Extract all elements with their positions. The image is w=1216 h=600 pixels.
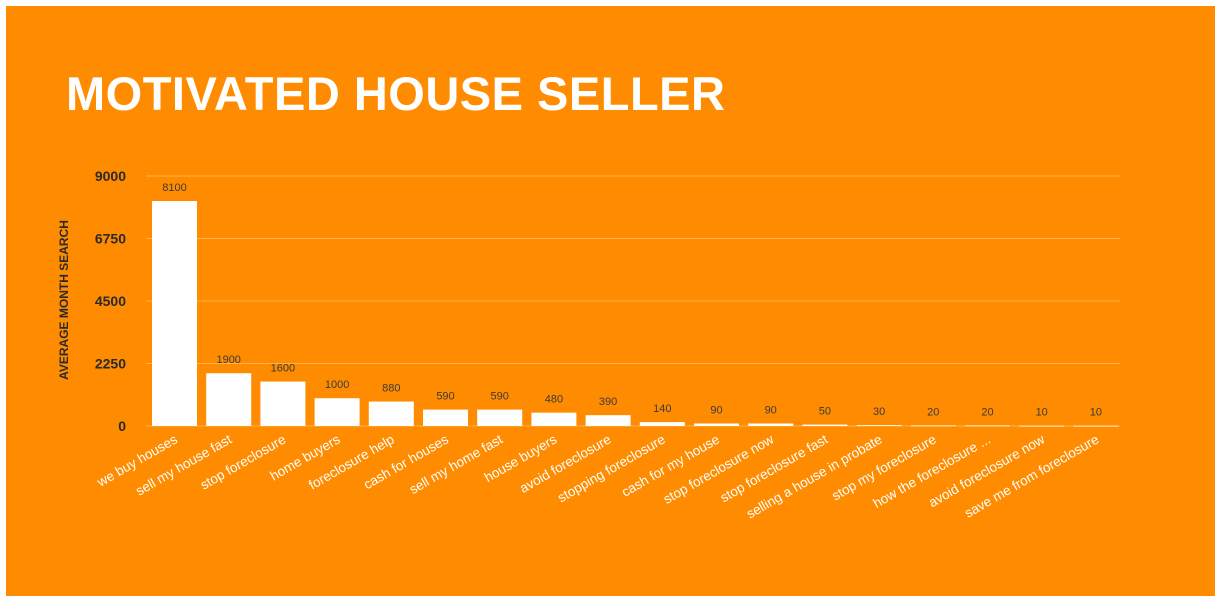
- data-label: 880: [382, 383, 400, 395]
- bar: [748, 423, 794, 426]
- data-label: 1600: [271, 363, 295, 375]
- data-label: 390: [599, 396, 617, 408]
- bar: [910, 425, 956, 427]
- data-label: 8100: [162, 182, 186, 194]
- bar: [368, 401, 414, 426]
- y-tick-label: 6750: [95, 231, 126, 247]
- bar: [260, 381, 306, 426]
- bar: [694, 423, 739, 426]
- y-axis-ticks: 0 2250 4500 6750 9000: [95, 168, 126, 434]
- bar: [856, 425, 902, 426]
- bar: [152, 201, 197, 426]
- bar: [639, 422, 685, 426]
- data-label: 20: [981, 406, 993, 418]
- x-tick-label: sell my house fast: [133, 431, 234, 498]
- y-tick-label: 2250: [95, 356, 126, 372]
- bar: [477, 409, 523, 426]
- data-label: 90: [710, 405, 722, 417]
- bar: [965, 425, 1010, 427]
- bar: [802, 424, 848, 426]
- data-label: 480: [545, 394, 563, 406]
- data-label: 20: [927, 406, 939, 418]
- bar: [1019, 425, 1065, 427]
- bar: [206, 373, 252, 426]
- data-label: 140: [653, 403, 671, 415]
- y-axis-label: AVERAGE MONTH SEARCH: [57, 220, 71, 380]
- y-tick-label: 0: [118, 418, 126, 434]
- data-label: 10: [1036, 407, 1048, 419]
- bar: [1073, 425, 1119, 427]
- gridlines: [146, 175, 1120, 427]
- bars: [152, 201, 1119, 427]
- y-tick-label: 9000: [95, 168, 126, 184]
- data-label: 590: [436, 391, 454, 403]
- bar: [423, 409, 468, 426]
- data-label: 90: [765, 405, 777, 417]
- data-label: 590: [491, 391, 509, 403]
- page-title: MOTIVATED HOUSE SELLER: [66, 67, 726, 120]
- bar: [531, 412, 577, 426]
- bar: [314, 398, 360, 426]
- data-label: 30: [873, 406, 885, 418]
- data-label: 1900: [216, 354, 240, 366]
- data-label: 50: [819, 406, 831, 418]
- data-label: 1000: [325, 379, 349, 391]
- bar: [585, 415, 631, 426]
- y-tick-label: 4500: [95, 293, 126, 309]
- data-label: 10: [1090, 407, 1102, 419]
- x-tick-label: sell my home fast: [407, 431, 506, 497]
- data-labels: 8100 1900 1600 1000 880 590 590 480 390 140 90 90 50…: [162, 182, 1102, 419]
